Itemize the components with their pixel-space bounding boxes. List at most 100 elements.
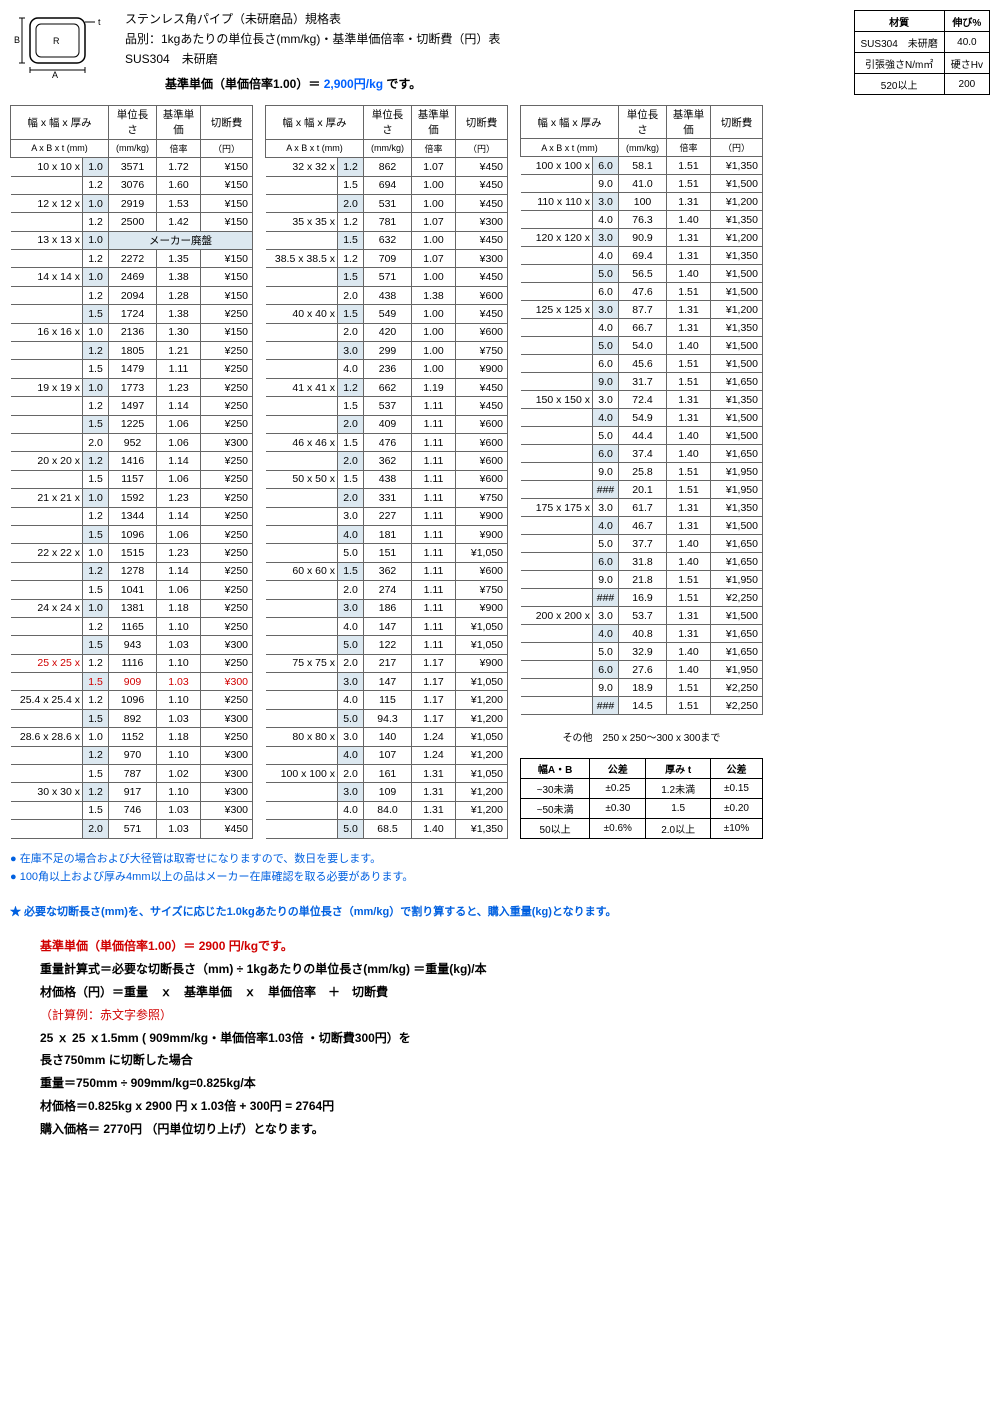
len-cell: 952 bbox=[109, 433, 157, 451]
len-cell: 90.9 bbox=[619, 229, 667, 247]
len-cell: 1592 bbox=[109, 489, 157, 507]
len-cell: 476 bbox=[364, 433, 412, 451]
dim-cell: 40 x 40 x bbox=[266, 305, 338, 323]
t-cell: 3.0 bbox=[338, 342, 364, 360]
t-cell: 1.2 bbox=[83, 176, 109, 194]
len-cell: 69.4 bbox=[619, 247, 667, 265]
len-cell: 1416 bbox=[109, 452, 157, 470]
note-1: ● 在庫不足の場合および大径管は取寄せになりますので、数日を要します。 bbox=[10, 851, 990, 869]
title-line-3: SUS304 未研磨 bbox=[125, 50, 839, 67]
t-cell: 3.0 bbox=[593, 391, 619, 409]
svg-text:B: B bbox=[14, 35, 20, 45]
dim-cell bbox=[11, 525, 83, 543]
len-cell: 45.6 bbox=[619, 355, 667, 373]
rate-cell: 1.31 bbox=[667, 607, 711, 625]
len-cell: 31.8 bbox=[619, 553, 667, 571]
rate-cell: 1.31 bbox=[412, 783, 456, 801]
t-cell: 6.0 bbox=[593, 445, 619, 463]
cut-cell: ¥1,200 bbox=[711, 301, 763, 319]
t-cell: 1.5 bbox=[338, 176, 364, 194]
cut-cell: ¥150 bbox=[201, 268, 253, 286]
rate-cell: 1.00 bbox=[412, 194, 456, 212]
rate-cell: 1.03 bbox=[157, 820, 201, 839]
rate-cell: 1.40 bbox=[667, 427, 711, 445]
cut-cell: ¥250 bbox=[201, 470, 253, 488]
cut-cell: ¥150 bbox=[201, 194, 253, 212]
len-cell: 331 bbox=[364, 489, 412, 507]
cut-cell: ¥1,200 bbox=[456, 709, 508, 727]
cut-cell: ¥1,200 bbox=[456, 691, 508, 709]
cut-cell: ¥1,500 bbox=[711, 355, 763, 373]
dim-cell bbox=[266, 176, 338, 194]
len-cell: 362 bbox=[364, 562, 412, 580]
t-cell: 6.0 bbox=[593, 661, 619, 679]
t-cell: 1.5 bbox=[338, 231, 364, 249]
rate-cell: 1.51 bbox=[667, 481, 711, 499]
dim-cell: 16 x 16 x bbox=[11, 323, 83, 341]
dim-cell bbox=[521, 625, 593, 643]
dim-cell bbox=[266, 268, 338, 286]
dim-cell: 12 x 12 x bbox=[11, 194, 83, 212]
cut-cell: ¥450 bbox=[456, 305, 508, 323]
t-cell: 2.0 bbox=[338, 581, 364, 599]
other-sizes-note: その他 250 x 250～300 x 300まで bbox=[520, 725, 763, 748]
cut-cell: ¥1,950 bbox=[711, 481, 763, 499]
dim-cell bbox=[266, 231, 338, 249]
rate-cell: 1.07 bbox=[412, 213, 456, 231]
cut-cell: ¥600 bbox=[456, 433, 508, 451]
cut-cell: ¥300 bbox=[201, 783, 253, 801]
cut-cell: ¥1,050 bbox=[456, 728, 508, 746]
t-cell: 3.0 bbox=[338, 728, 364, 746]
rate-cell: 1.51 bbox=[667, 463, 711, 481]
cut-cell: ¥1,500 bbox=[711, 409, 763, 427]
rate-cell: 1.11 bbox=[412, 452, 456, 470]
rate-cell: 1.31 bbox=[412, 801, 456, 819]
t-cell: 1.5 bbox=[83, 525, 109, 543]
len-cell: 2094 bbox=[109, 286, 157, 304]
dim-cell: 24 x 24 x bbox=[11, 599, 83, 617]
rate-cell: 1.38 bbox=[157, 305, 201, 323]
t-cell: 4.0 bbox=[593, 625, 619, 643]
cut-cell: ¥250 bbox=[201, 489, 253, 507]
t-cell: 3.0 bbox=[338, 783, 364, 801]
cut-cell: ¥1,350 bbox=[711, 247, 763, 265]
t-cell: 9.0 bbox=[593, 571, 619, 589]
t-cell: 2.0 bbox=[338, 654, 364, 672]
rate-cell: 1.11 bbox=[412, 581, 456, 599]
rate-cell: 1.11 bbox=[412, 415, 456, 433]
len-cell: 1152 bbox=[109, 728, 157, 746]
t-cell: 4.0 bbox=[593, 319, 619, 337]
cut-cell: ¥1,500 bbox=[711, 175, 763, 193]
len-cell: 862 bbox=[364, 158, 412, 176]
cut-cell: ¥1,350 bbox=[456, 820, 508, 839]
cut-cell: ¥250 bbox=[201, 452, 253, 470]
cut-cell: ¥150 bbox=[201, 158, 253, 176]
rate-cell: 1.00 bbox=[412, 268, 456, 286]
spec-table-3: 幅 x 幅 x 厚み単位長さ基準単価切断費A x B x t (mm)(mm/k… bbox=[520, 105, 763, 715]
cut-cell: ¥1,200 bbox=[456, 746, 508, 764]
rate-cell: 1.00 bbox=[412, 176, 456, 194]
t-cell: 5.0 bbox=[593, 535, 619, 553]
dim-cell bbox=[266, 507, 338, 525]
cut-cell: ¥1,650 bbox=[711, 535, 763, 553]
t-cell: 1.2 bbox=[83, 452, 109, 470]
rate-cell: 1.31 bbox=[667, 499, 711, 517]
len-cell: 1096 bbox=[109, 691, 157, 709]
dim-cell: 110 x 110 x bbox=[521, 193, 593, 211]
dim-cell bbox=[521, 337, 593, 355]
cut-cell: ¥450 bbox=[201, 820, 253, 839]
dim-cell bbox=[266, 581, 338, 599]
dim-cell bbox=[11, 397, 83, 415]
cut-cell: ¥250 bbox=[201, 360, 253, 378]
dim-cell bbox=[521, 463, 593, 481]
len-cell: 1165 bbox=[109, 617, 157, 635]
len-cell: 1344 bbox=[109, 507, 157, 525]
dim-cell bbox=[266, 709, 338, 727]
rate-cell: 1.17 bbox=[412, 654, 456, 672]
dim-cell bbox=[11, 213, 83, 231]
cut-cell: ¥1,200 bbox=[711, 193, 763, 211]
svg-text:R: R bbox=[53, 36, 60, 46]
dim-cell bbox=[266, 415, 338, 433]
len-cell: 25.8 bbox=[619, 463, 667, 481]
t-cell: 1.5 bbox=[338, 433, 364, 451]
